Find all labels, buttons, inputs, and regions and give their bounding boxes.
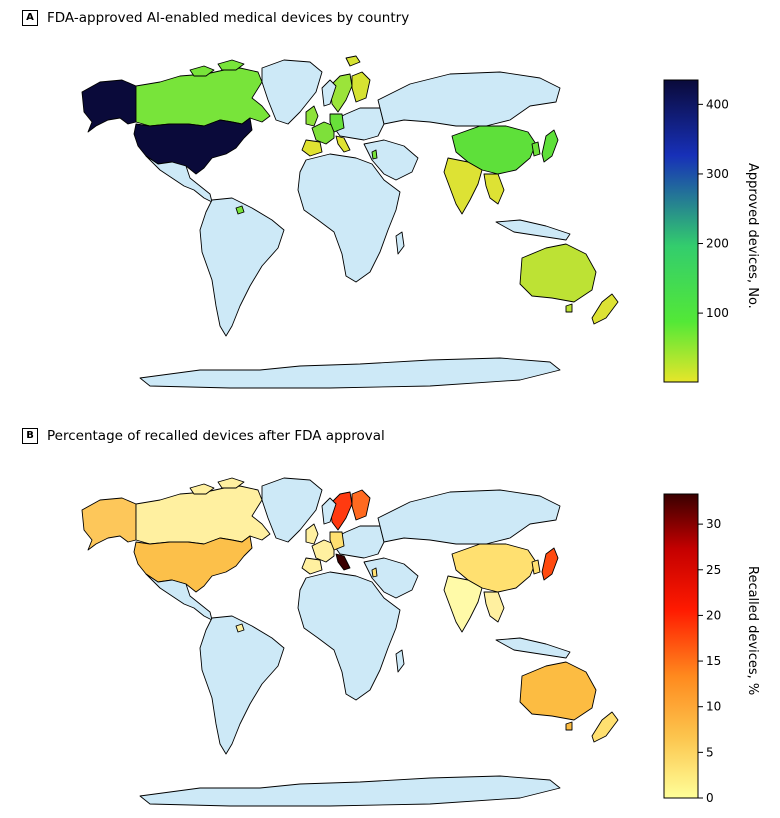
country-china: [451, 543, 537, 593]
panel-title: FDA-approved AI-enabled medical devices …: [47, 10, 410, 26]
country-mexico: [145, 155, 213, 203]
world-map: [81, 55, 619, 389]
country-antarctica: [139, 775, 561, 807]
country-finland: [351, 71, 371, 103]
country-japan: [541, 547, 559, 581]
panel-a-header: A FDA-approved AI-enabled medical device…: [22, 10, 409, 26]
country-russia: [377, 489, 561, 545]
country-australia: [519, 243, 597, 303]
country-korea: [531, 559, 541, 575]
country-finland: [351, 489, 371, 521]
colorbar-tick-label: 300: [706, 167, 729, 181]
country-africa: [297, 571, 401, 701]
country-france: [311, 121, 335, 145]
colorbar-tick-label: 25: [706, 563, 721, 577]
panel-a: A FDA-approved AI-enabled medical device…: [22, 10, 760, 389]
country-svalbard: [345, 55, 361, 67]
country-indonesia: [495, 219, 571, 241]
country-middle-east: [363, 557, 419, 599]
country-alaska: [81, 79, 137, 133]
country-usa: [133, 535, 253, 593]
colorbar-a-ticks: 100 200 300 400: [698, 97, 729, 320]
colorbar-a-fill: [663, 79, 699, 383]
country-canada: [135, 67, 271, 127]
colorbar-b-ticks: 0 5 10 15 20 25 30: [698, 517, 721, 802]
country-canada: [135, 485, 271, 545]
country-canada-islands: [189, 59, 245, 77]
colorbar-tick-label: 20: [706, 608, 721, 622]
country-italy: [335, 135, 351, 153]
country-uk: [305, 523, 319, 545]
country-europe-east: [329, 107, 385, 141]
country-israel: [371, 149, 378, 160]
colorbar-tick-label: 10: [706, 700, 721, 714]
country-tasmania: [565, 303, 573, 313]
country-guyana: [235, 205, 245, 215]
country-europe-east: [329, 525, 385, 559]
country-norway: [321, 79, 337, 107]
country-guyana: [235, 623, 245, 633]
country-usa: [133, 117, 253, 175]
country-sweden: [329, 491, 353, 531]
colorbar-tick-label: 0: [706, 791, 714, 802]
colorbar-b-label: Recalled devices, %: [745, 566, 760, 696]
panel-letter: B: [22, 428, 38, 444]
colorbar-b: 0 5 10 15 20 25 30: [663, 493, 721, 802]
country-israel: [371, 567, 378, 578]
country-se-asia: [483, 173, 505, 205]
country-south-america: [199, 615, 285, 755]
colorbar-tick-label: 5: [706, 745, 714, 759]
country-madagascar: [395, 649, 405, 673]
country-sweden: [329, 73, 353, 113]
country-tasmania: [565, 721, 573, 731]
country-se-asia: [483, 591, 505, 623]
country-india: [443, 575, 483, 633]
country-antarctica: [139, 357, 561, 389]
country-germany: [329, 531, 345, 551]
country-italy: [335, 553, 351, 571]
panel-b-header: B Percentage of recalled devices after F…: [22, 428, 385, 444]
country-china: [451, 125, 537, 175]
world-map: [81, 477, 619, 807]
colorbar-tick-label: 400: [706, 97, 729, 111]
colorbar-a: 100 200 300 400: [663, 79, 729, 383]
country-south-america: [199, 197, 285, 337]
colorbar-a-label: Approved devices, No.: [745, 163, 760, 309]
country-greenland: [261, 59, 323, 125]
country-middle-east: [363, 139, 419, 181]
country-norway: [321, 497, 337, 525]
panel-title: Percentage of recalled devices after FDA…: [47, 428, 385, 444]
colorbar-tick-label: 30: [706, 517, 721, 531]
country-alaska: [81, 497, 137, 551]
country-spain: [301, 139, 323, 157]
country-africa: [297, 153, 401, 283]
country-spain: [301, 557, 323, 575]
country-japan: [541, 129, 559, 163]
colorbar-tick-label: 15: [706, 654, 721, 668]
country-australia: [519, 661, 597, 721]
country-russia: [377, 71, 561, 127]
colorbar-b-fill: [663, 493, 699, 799]
country-greenland: [261, 477, 323, 543]
country-korea: [531, 141, 541, 157]
country-france: [311, 539, 335, 563]
country-madagascar: [395, 231, 405, 255]
colorbar-tick-label: 200: [706, 237, 729, 251]
country-indonesia: [495, 637, 571, 659]
country-germany: [329, 113, 345, 133]
country-mexico: [145, 573, 213, 621]
country-new-zealand: [591, 711, 619, 743]
country-new-zealand: [591, 293, 619, 325]
panel-letter: A: [22, 10, 38, 26]
panel-b: B Percentage of recalled devices after F…: [0, 418, 780, 818]
colorbar-tick-label: 100: [706, 306, 729, 320]
country-india: [443, 157, 483, 215]
country-uk: [305, 105, 319, 127]
country-canada-islands: [189, 477, 245, 495]
